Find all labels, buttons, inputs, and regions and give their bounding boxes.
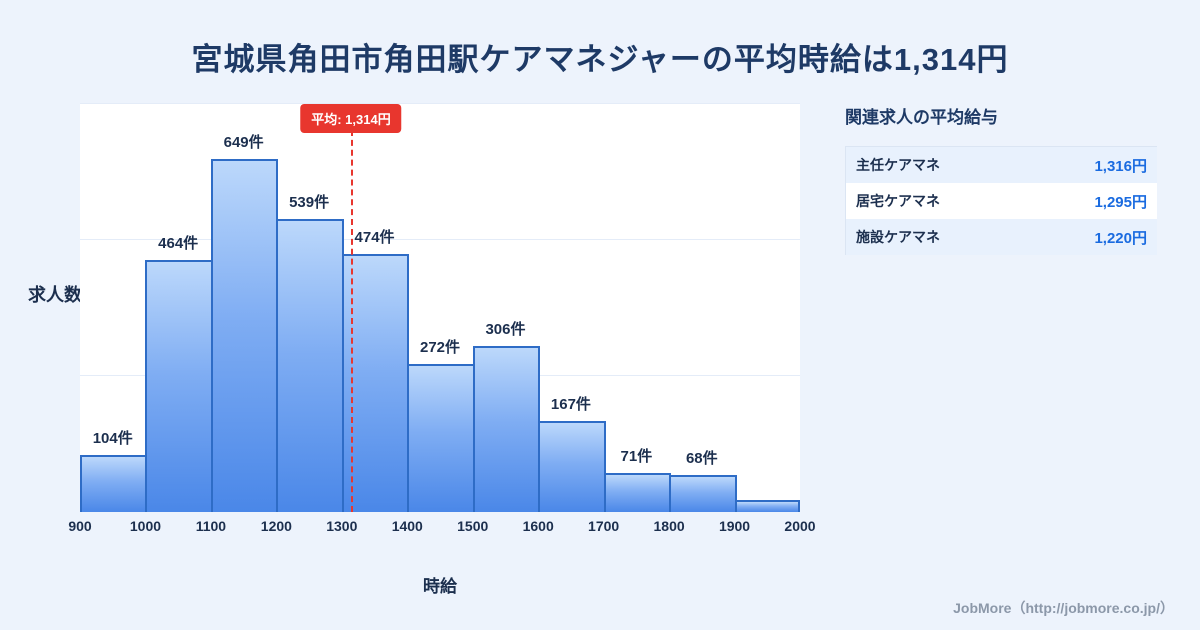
x-tick-label: 900 [68, 518, 92, 534]
related-table: 主任ケアマネ 1,316円居宅ケアマネ 1,295円施設ケアマネ 1,220円 [845, 146, 1157, 255]
bar-value-label: 68件 [685, 450, 718, 468]
histogram-bar [538, 421, 606, 512]
x-tick-label: 1800 [653, 518, 685, 534]
plot-area: 104件 464件 649件 539件 474件 272件 306件 167件 71件 68件 90… [68, 103, 816, 534]
x-tick-label: 1700 [588, 518, 620, 534]
histogram-bar [210, 158, 279, 512]
x-tick-label: 1600 [522, 518, 554, 534]
related-row-label: 居宅ケアマネ [856, 193, 940, 209]
bar-value-label: 306件 [485, 320, 526, 338]
x-tick-label: 2000 [784, 518, 816, 534]
histogram-bar [603, 473, 672, 512]
gridline [80, 103, 800, 104]
bar-value-label: 272件 [419, 339, 461, 357]
related-row: 主任ケアマネ 1,316円 [846, 147, 1157, 183]
page-title: 宮城県角田市角田駅ケアマネジャーの平均時給は1,314円 [191, 42, 1009, 77]
average-line [350, 130, 353, 512]
average-badge: 平均: 1,314円 [300, 104, 402, 133]
histogram-bar [80, 455, 148, 512]
related-jobs-panel: 関連求人の平均給与 主任ケアマネ 1,316円居宅ケアマネ 1,295円施設ケアマネ… [845, 103, 1157, 255]
related-row-value: 1,295円 [1094, 193, 1147, 211]
related-row: 居宅ケアマネ 1,295円 [846, 183, 1157, 219]
histogram-bar [734, 500, 800, 512]
related-row-value: 1,316円 [1094, 157, 1147, 175]
y-axis-label: 求人数 [28, 285, 82, 305]
histogram-bar [407, 364, 475, 512]
x-tick-label: 1000 [129, 518, 162, 534]
bar-value-label: 167件 [550, 396, 591, 414]
x-tick-label: 1100 [195, 518, 227, 534]
bar-value-label: 539件 [289, 193, 330, 211]
related-panel-heading: 関連求人の平均給与 [845, 108, 998, 127]
x-tick-label: 1500 [457, 518, 489, 534]
x-tick-label: 1900 [718, 518, 751, 534]
histogram-bar [276, 218, 344, 512]
x-tick-label: 1300 [326, 518, 358, 534]
bar-value-label: 71件 [620, 448, 653, 466]
bar-value-label: 104件 [92, 430, 133, 448]
histogram-bar [472, 345, 541, 512]
x-tick-label: 1200 [260, 518, 292, 534]
histogram-bar [669, 475, 737, 512]
bar-value-label: 474件 [354, 229, 395, 247]
bar-value-label: 649件 [223, 133, 264, 151]
histogram-bar [145, 259, 213, 512]
bar-value-label: 464件 [158, 234, 199, 252]
related-row-label: 主任ケアマネ [856, 157, 940, 173]
gridline [80, 239, 800, 240]
x-axis-label: 時給 [423, 577, 457, 596]
related-row: 施設ケアマネ 1,220円 [846, 219, 1157, 255]
footer-credit: JobMore（http://jobmore.co.jp/） [953, 600, 1174, 616]
related-row-value: 1,220円 [1094, 229, 1147, 247]
x-tick-label: 1400 [391, 518, 423, 534]
related-row-label: 施設ケアマネ [856, 229, 940, 245]
